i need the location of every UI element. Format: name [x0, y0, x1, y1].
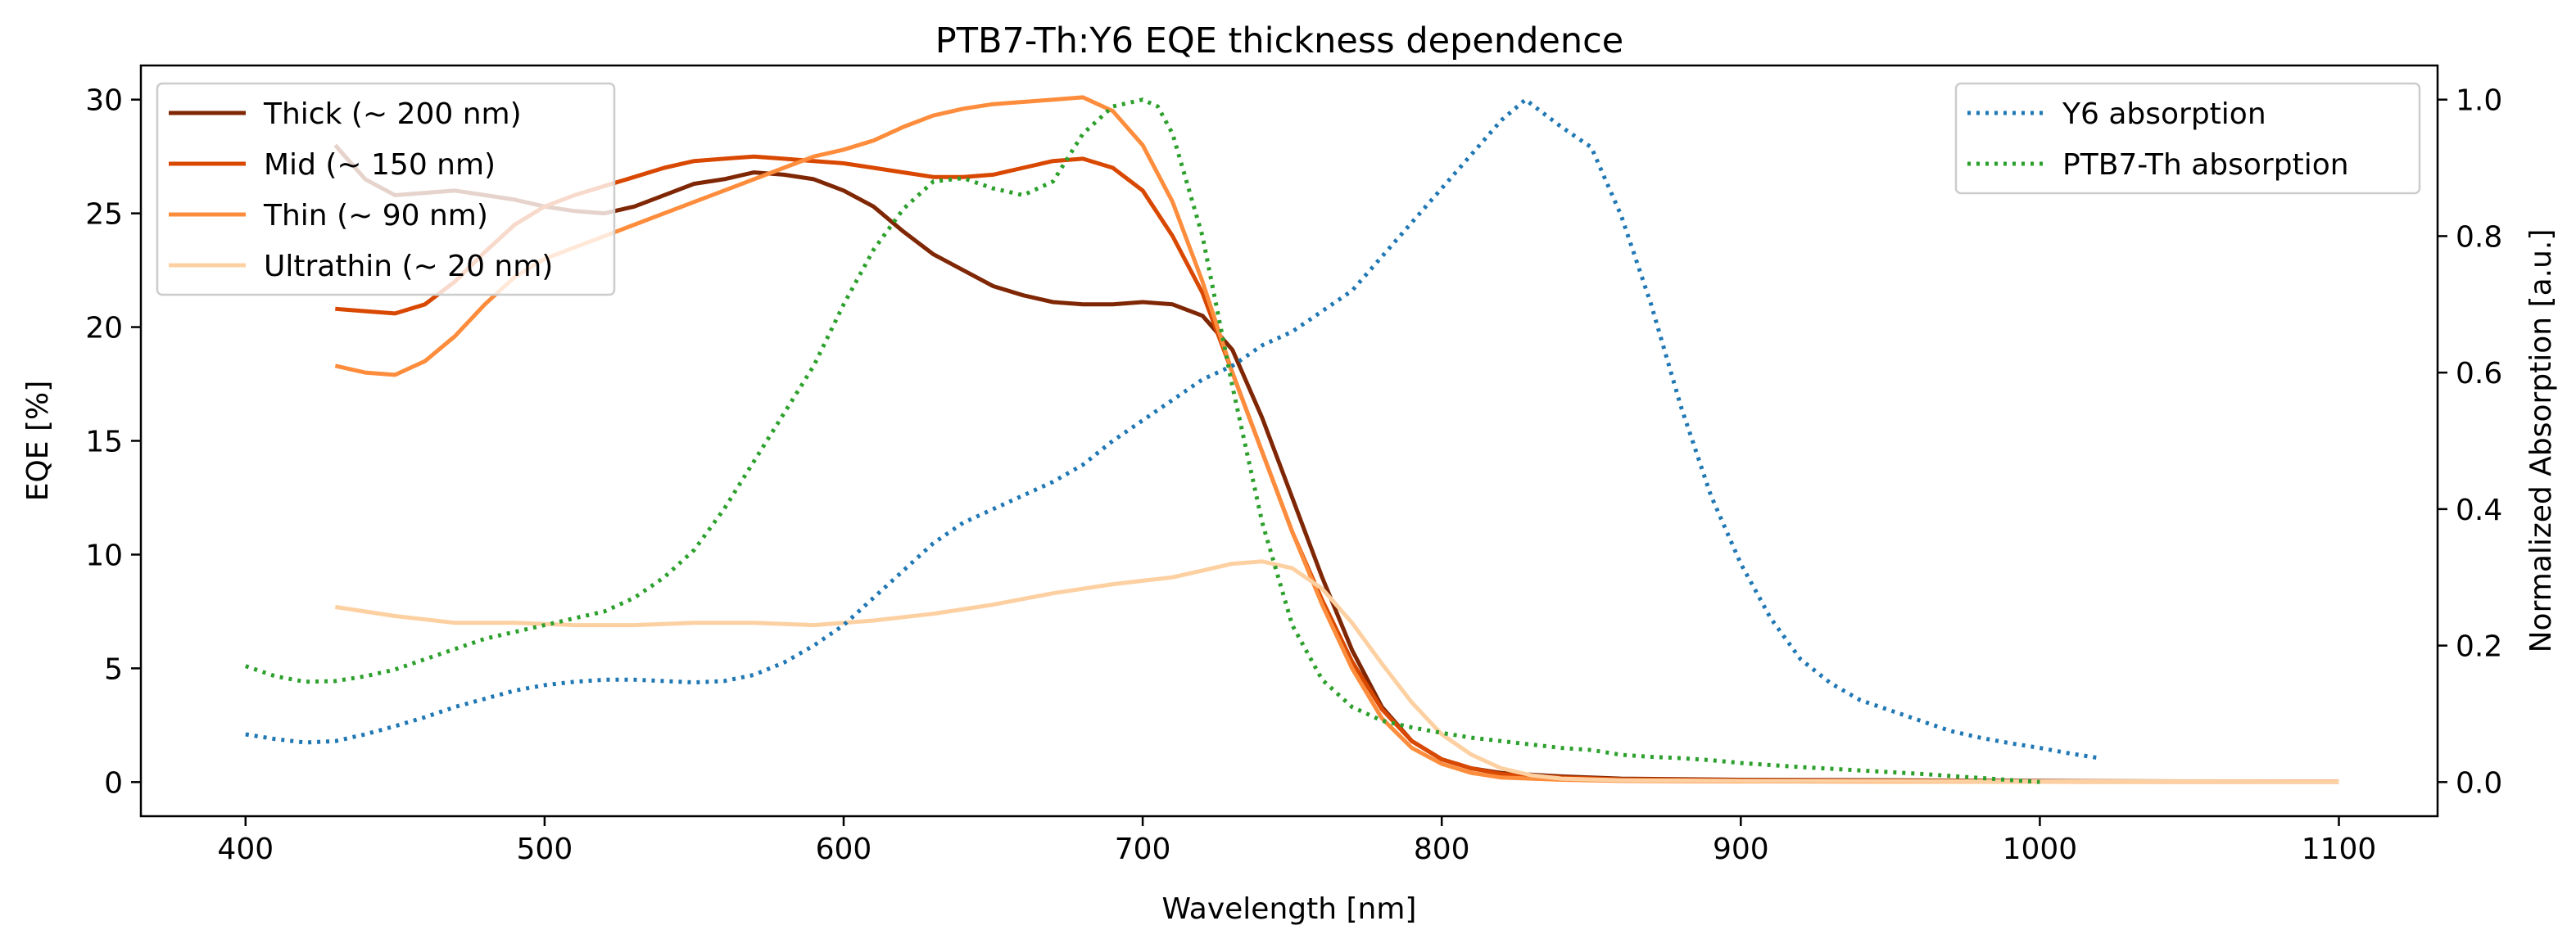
y-tick-label: 5	[104, 652, 123, 686]
y-axis-right: 0.0 0.2 0.4 0.6 0.8 1.0	[2438, 84, 2502, 800]
x-tick-label: 500	[517, 833, 573, 866]
x-tick-label: 400	[217, 833, 274, 866]
x-tick-label: 900	[1713, 833, 1769, 866]
y2-tick-label: 1.0	[2456, 84, 2502, 118]
x-tick-label: 1100	[2302, 833, 2377, 866]
y2-tick-label: 0.0	[2456, 766, 2502, 800]
series-line-4	[245, 97, 2100, 761]
y-tick-label: 20	[85, 312, 123, 345]
y2-axis-label: Normalized Absorption [a.u.]	[2524, 229, 2558, 653]
y-tick-label: 25	[85, 198, 123, 232]
x-tick-label: 600	[816, 833, 872, 866]
y2-tick-label: 0.8	[2456, 220, 2502, 254]
legend-label: Y6 absorption	[2062, 97, 2266, 131]
legend-box	[156, 82, 616, 296]
x-axis: 400 500 600 700 800 900 1000 1100	[217, 816, 2376, 866]
legend-label: Thick (~ 200 nm)	[263, 97, 522, 131]
legend-left: Thick (~ 200 nm) Mid (~ 150 nm) Thin (~ 90…	[156, 82, 616, 296]
series-line-3	[334, 559, 2339, 784]
y2-tick-label: 0.4	[2456, 494, 2502, 527]
legend-label: PTB7-Th absorption	[2062, 148, 2349, 182]
y-tick-label: 10	[85, 539, 123, 572]
y-axis-label: EQE [%]	[21, 381, 55, 502]
x-tick-label: 700	[1115, 833, 1171, 866]
legend-box	[1954, 82, 2421, 195]
series-line-1	[335, 154, 2339, 784]
y2-tick-label: 0.6	[2456, 357, 2502, 390]
y-tick-label: 0	[104, 766, 123, 800]
series-line-0	[333, 143, 2339, 784]
x-tick-label: 1000	[2003, 833, 2078, 866]
legend-label: Ultrathin (~ 20 nm)	[264, 250, 553, 283]
y-axis-left: 0 5 10 15 20 25 30	[85, 84, 141, 800]
legend-label: Mid (~ 150 nm)	[264, 148, 496, 182]
chart-title: PTB7-Th:Y6 EQE thickness dependence	[935, 20, 1623, 61]
x-axis-label: Wavelength [nm]	[1162, 892, 1417, 926]
legend-label: Thin (~ 90 nm)	[263, 199, 488, 232]
y2-tick-label: 0.2	[2456, 630, 2502, 664]
legend-right: Y6 absorption PTB7-Th absorption	[1954, 82, 2421, 195]
y-tick-label: 30	[85, 84, 123, 118]
x-tick-label: 800	[1414, 833, 1470, 866]
y-tick-label: 15	[85, 426, 123, 459]
series-line-5	[244, 97, 2040, 784]
